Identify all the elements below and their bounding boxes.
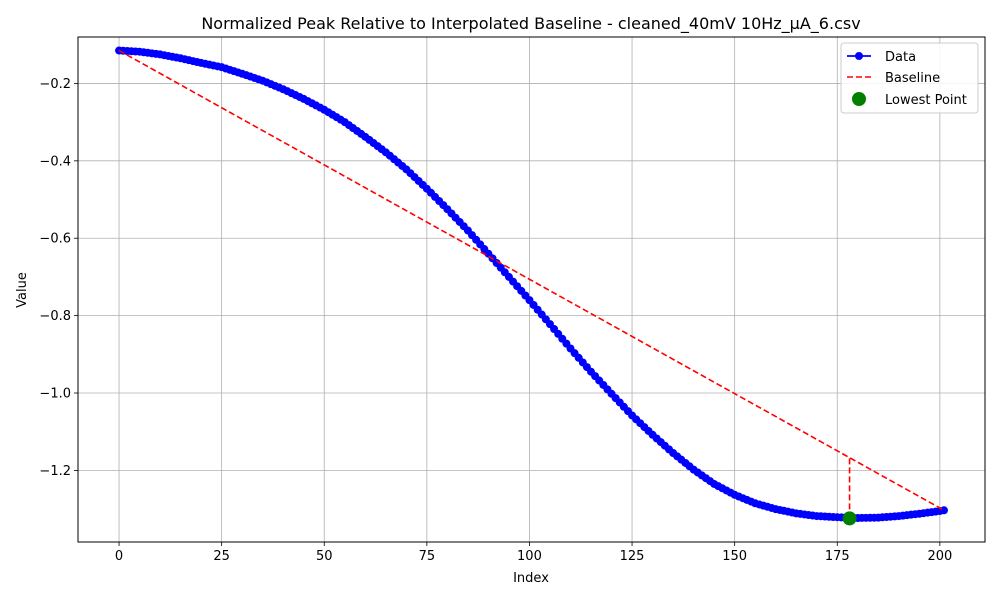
- y-axis-label: Value: [15, 272, 30, 308]
- legend-lowest-point-marker: [852, 92, 866, 106]
- x-tick-label: 75: [419, 549, 436, 564]
- legend-lowest-point-label: Lowest Point: [885, 93, 967, 108]
- x-tick-label: 50: [316, 549, 333, 564]
- x-tick-label: 150: [722, 549, 747, 564]
- legend-box: [840, 42, 979, 114]
- chart-title: Normalized Peak Relative to Interpolated…: [201, 14, 860, 34]
- legend-baseline-label: Baseline: [885, 71, 940, 86]
- plot-area: [78, 37, 985, 542]
- x-tick-label: 175: [825, 549, 850, 564]
- legend-data-marker: [855, 52, 863, 60]
- x-tick-label: 0: [115, 549, 123, 564]
- y-tick-label: −0.2: [39, 77, 71, 92]
- x-tick-label: 25: [213, 549, 230, 564]
- tick-layer: 0 25 50 75 100 125 150 175 200 −0.2 −0.4 −0.6 −0.8 −1…: [39, 77, 952, 564]
- baseline-line: [118, 49, 945, 511]
- legend-data-label: Data: [885, 50, 916, 65]
- lowest-point-marker: [842, 511, 857, 526]
- plot-frame: [77, 36, 986, 543]
- y-tick-label: −1.2: [39, 464, 71, 479]
- grid-layer: [78, 37, 985, 542]
- x-tick-label: 200: [927, 549, 952, 564]
- y-tick-label: −1.0: [39, 387, 71, 402]
- x-axis-label: Index: [513, 571, 549, 586]
- y-tick-label: −0.8: [39, 309, 71, 324]
- x-tick-label: 100: [517, 549, 542, 564]
- x-tick-label: 125: [620, 549, 645, 564]
- series-layer: [115, 46, 948, 526]
- y-tick-label: −0.6: [39, 232, 71, 247]
- data-point: [939, 506, 948, 515]
- legend: Data Baseline Lowest Point: [840, 42, 979, 114]
- y-tick-label: −0.4: [39, 154, 71, 169]
